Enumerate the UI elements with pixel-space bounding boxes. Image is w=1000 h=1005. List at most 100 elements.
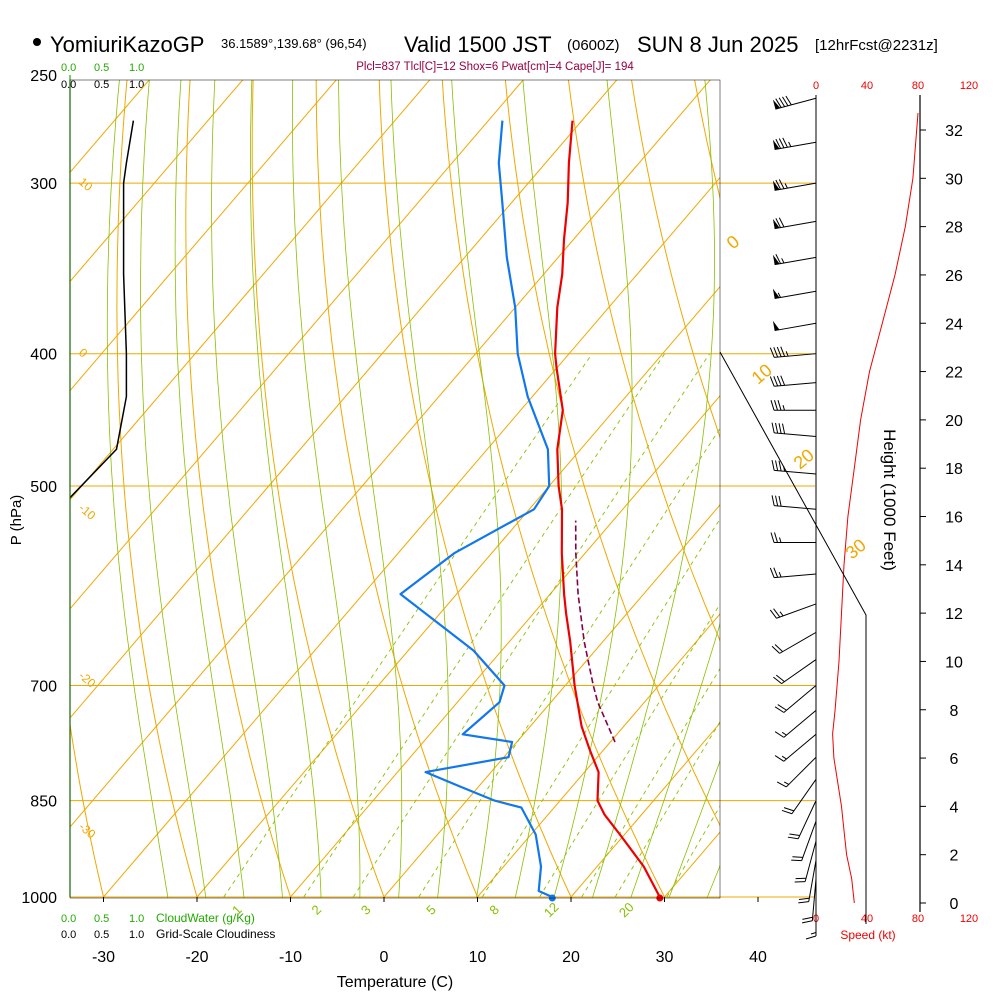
wind-barb [770, 376, 816, 387]
moist-adiabat-label: 20 [790, 445, 818, 473]
dry-adiabat-label: -30 [76, 819, 99, 841]
height-tick-30: 30 [945, 171, 963, 188]
wind-barb [775, 710, 816, 737]
cloudwater-top-0: 0.0 [61, 62, 76, 74]
wind-barb [771, 533, 816, 543]
height-tick-28: 28 [945, 220, 963, 237]
speed-top-40: 40 [861, 80, 873, 92]
dry-adiabat [565, 51, 869, 926]
wind-barb [773, 321, 816, 331]
wind-barb [773, 254, 816, 264]
p-tick-700: 700 [30, 679, 57, 696]
title-bullet-icon [33, 38, 41, 46]
p-tick-250: 250 [30, 68, 57, 85]
title-station: YomiuriKazoGP [50, 32, 204, 57]
speed-bottom-120: 120 [960, 913, 978, 925]
mixing-ratio-label: 3 [358, 902, 374, 918]
title-zulu: (0600Z) [567, 37, 620, 54]
mixing-ratio-label: 2 [309, 902, 325, 918]
moist-adiabat [451, 75, 501, 926]
mixing-ratio-label: 5 [423, 902, 439, 918]
cloudiness-top-1: 1.0 [129, 79, 144, 91]
dry-adiabat [117, 51, 205, 926]
cloudwater-top-1: 1.0 [129, 62, 144, 74]
p-tick-500: 500 [30, 479, 57, 496]
x-tick--20: -20 [185, 949, 208, 966]
cloudiness-top-0: 0.0 [61, 79, 76, 91]
y2-axis-label: Height (1000 Feet) [880, 429, 899, 571]
dry-adiabat [814, 51, 1000, 926]
moist-adiabat [391, 75, 449, 926]
mixing-ratio-line [482, 354, 826, 897]
wind-barb [770, 604, 816, 618]
mixing-ratio-line [353, 354, 709, 897]
height-tick-18: 18 [945, 461, 963, 478]
mixing-ratio-line [419, 354, 769, 897]
height-tick-10: 10 [945, 654, 963, 671]
wind-barb [770, 568, 816, 578]
mixing-ratio-line [224, 354, 592, 897]
x-tick-10: 10 [469, 949, 487, 966]
title-valid: Valid 1500 JST [404, 32, 552, 57]
speed-top-0: 0 [813, 80, 819, 92]
speed-top-80: 80 [912, 80, 924, 92]
moist-adiabat [658, 75, 917, 926]
height-tick-2: 2 [950, 848, 959, 865]
wind-speed-line [833, 113, 918, 903]
wind-layer [770, 96, 816, 939]
dry-adiabat-label: 10 [76, 175, 95, 195]
title-coords: 36.1589°,139.68° (96,54) [221, 36, 367, 51]
wind-barb [772, 423, 816, 437]
dry-adiabat [252, 51, 395, 926]
cloudiness-top-05: 0.5 [94, 79, 109, 91]
x-tick--10: -10 [279, 949, 302, 966]
mixing-ratio-line [304, 354, 665, 897]
wind-barb [771, 400, 816, 410]
height-tick-24: 24 [945, 316, 963, 333]
cloudiness-bottom-0: 0.0 [61, 929, 76, 941]
moist-adiabat-label: 10 [748, 360, 776, 388]
isotherm [945, 75, 1000, 897]
indices-line: Plcl=837 Tlcl[C]=12 Shox=6 Pwat[cm]=4 Ca… [356, 61, 634, 73]
height-tick-14: 14 [945, 558, 963, 575]
parcel-line [576, 521, 615, 742]
wind-barb [775, 686, 816, 713]
dry-adiabat [0, 51, 16, 926]
speed-top-120: 120 [960, 80, 978, 92]
height-tick-16: 16 [945, 510, 963, 527]
height-tick-6: 6 [950, 751, 959, 768]
wind-barb [770, 347, 816, 358]
wind-barb [773, 96, 816, 109]
mixing-ratio-label: 20 [616, 899, 637, 920]
height-tick-12: 12 [945, 606, 963, 623]
x-tick-0: 0 [380, 949, 389, 966]
speed-bottom-80: 80 [912, 913, 924, 925]
mixing-ratio-label: 12 [541, 899, 562, 920]
wind-barb [775, 734, 816, 761]
mixing-ratio-label: 8 [486, 902, 502, 918]
height-tick-8: 8 [950, 703, 959, 720]
cloudiness-bottom-1: 1.0 [129, 929, 144, 941]
mixing-ratio-line [540, 354, 878, 897]
cloudwater-line [70, 121, 133, 498]
height-tick-0: 0 [950, 896, 959, 913]
data-layer [70, 113, 918, 903]
wind-barb [772, 632, 816, 653]
moist-adiabat-label: 0 [723, 231, 744, 253]
cloudwater-bottom-05: 0.5 [94, 913, 109, 925]
x-tick-20: 20 [562, 949, 580, 966]
dry-adiabat-label: -20 [76, 669, 99, 691]
wind-barb [782, 779, 816, 813]
moist-adiabat [621, 75, 812, 926]
p-tick-1000: 1000 [21, 890, 57, 907]
moist-adiabat [509, 75, 562, 926]
isotherm [852, 75, 1000, 897]
cloudwater-top-05: 0.5 [94, 62, 109, 74]
wind-barb [773, 138, 816, 150]
speed-bottom-40: 40 [861, 913, 873, 925]
height-tick-22: 22 [945, 365, 963, 382]
dry-adiabat [186, 51, 300, 926]
moist-adiabat [584, 75, 715, 926]
